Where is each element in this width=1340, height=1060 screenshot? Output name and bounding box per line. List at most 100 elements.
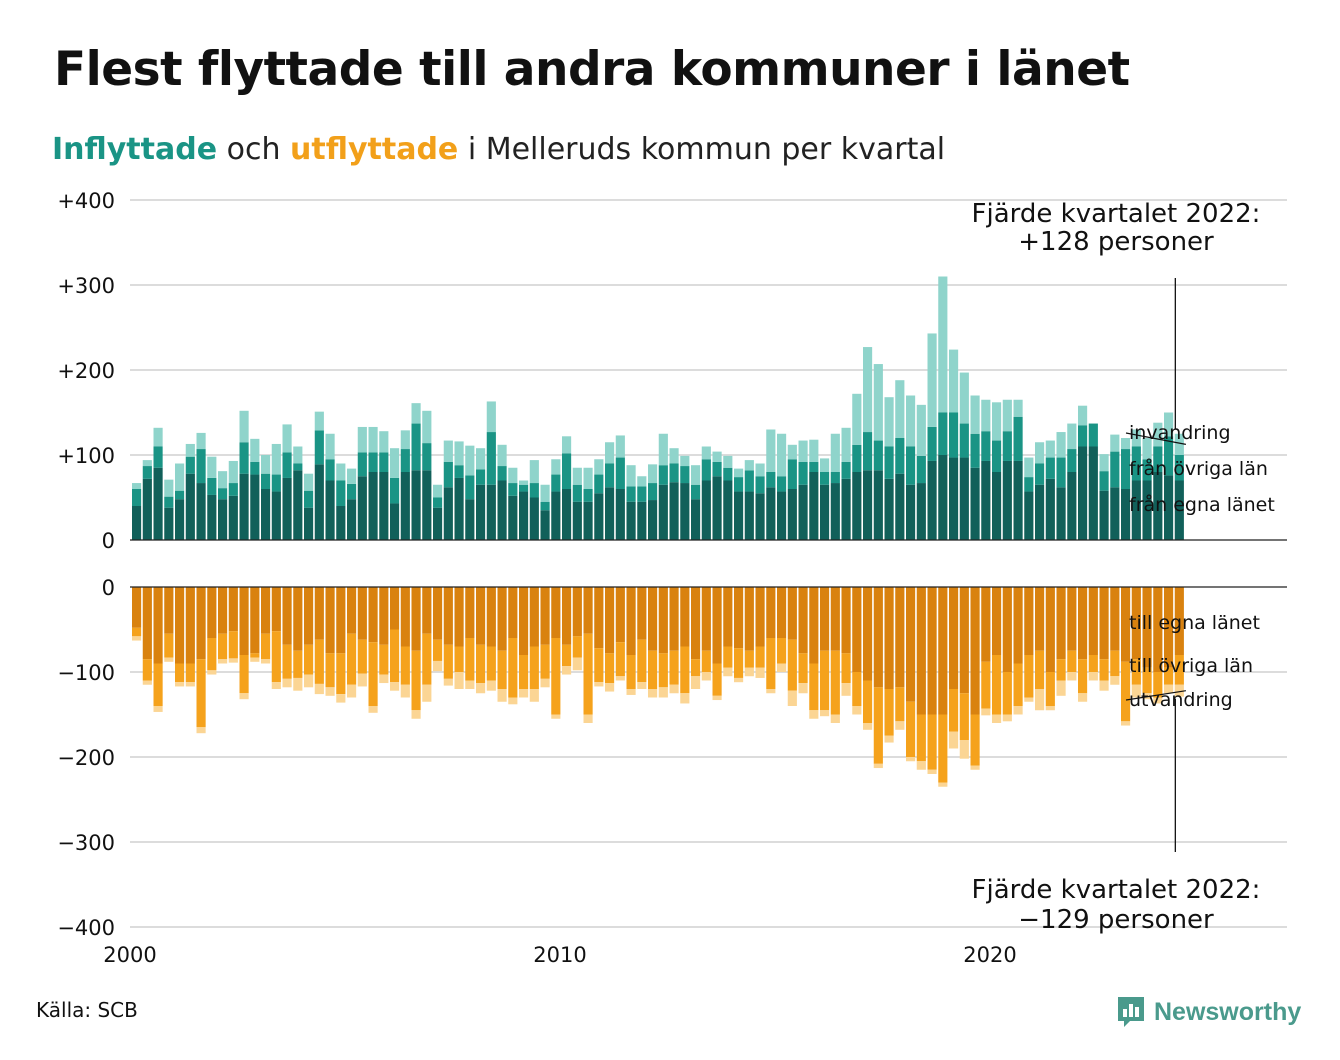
inflow-bar-segment — [454, 465, 464, 478]
outflow-bar-segment — [884, 735, 894, 743]
top-y-tick-label: 0 — [102, 529, 115, 553]
inflow-bar-segment — [357, 426, 367, 453]
inflow-bar-segment — [981, 460, 991, 540]
inflow-bar-segment — [529, 497, 539, 540]
outflow-bar-segment — [755, 587, 765, 647]
outflow-bar-segment — [884, 587, 894, 689]
inflow-bar-segment — [508, 467, 518, 484]
outflow-bar-segment — [239, 587, 249, 655]
outflow-bar-segment — [368, 587, 378, 643]
inflow-bar-segment — [486, 484, 496, 540]
outflow-bar-segment — [271, 631, 281, 683]
outflow-bar-segment — [1035, 689, 1045, 711]
inflow-bar-segment — [916, 404, 926, 456]
inflow-bar-segment — [153, 446, 163, 468]
inflow-bar-segment — [132, 489, 142, 506]
outflow-bar-segment — [992, 587, 1002, 655]
inflow-bar-segment — [519, 480, 529, 485]
outflow-bar-segment — [250, 587, 260, 654]
inflow-bar-segment — [142, 460, 152, 467]
inflow-bar-segment — [164, 496, 174, 508]
inflow-bar-segment — [218, 488, 228, 500]
outflow-series-label: utvandring — [1129, 689, 1233, 711]
outflow-bar-segment — [830, 714, 840, 723]
outflow-bar-segment — [1078, 659, 1088, 694]
inflow-bar-segment — [744, 460, 754, 471]
outflow-bar-segment — [304, 674, 314, 688]
inflow-bar-segment — [734, 468, 744, 478]
inflow-bar-segment — [497, 480, 507, 540]
outflow-bar-segment — [282, 587, 292, 645]
inflow-bar-segment — [1142, 480, 1152, 540]
inflow-bar-segment — [938, 455, 948, 540]
inflow-bar-segment — [594, 459, 604, 475]
outflow-bar-segment — [841, 653, 851, 684]
outflow-bar-segment — [863, 723, 873, 730]
outflow-bar-segment — [443, 678, 453, 686]
outflow-bar-segment — [325, 687, 335, 696]
outflow-bar-segment — [400, 646, 410, 685]
outflow-bar-segment — [744, 667, 754, 677]
inflow-bar-segment — [196, 432, 206, 450]
inflow-bar-segment — [347, 483, 357, 500]
inflow-bar-segment — [938, 276, 948, 413]
inflow-bar-segment — [809, 439, 819, 462]
inflow-bar-segment — [916, 483, 926, 540]
inflow-bar-segment — [744, 491, 754, 540]
outflow-bar-segment — [1078, 587, 1088, 660]
inflow-bar-segment — [992, 472, 1002, 540]
inflow-bar-segment — [873, 440, 883, 471]
top-y-tick-label: +400 — [57, 189, 115, 213]
inflow-bar-segment — [271, 491, 281, 540]
inflow-bar-segment — [433, 507, 443, 540]
outflow-bar-segment — [766, 689, 776, 694]
inflow-bar-segment — [1110, 487, 1120, 540]
inflow-bar-segment — [895, 473, 905, 540]
outflow-bar-segment — [1174, 587, 1184, 655]
inflow-bar-segment — [873, 470, 883, 540]
outflow-bar-segment — [820, 650, 830, 711]
inflow-bar-segment — [605, 463, 615, 488]
outflow-bar-segment — [562, 587, 572, 645]
subtitle-rest: i Melleruds kommun per kvartal — [467, 132, 946, 167]
inflow-bar-segment — [314, 430, 324, 465]
outflow-bar-segment — [228, 658, 238, 663]
outflow-bar-segment — [540, 587, 550, 645]
outflow-bar-segment — [390, 682, 400, 691]
outflow-bar-segment — [175, 587, 185, 664]
inflow-bar-segment — [347, 499, 357, 540]
outflow-bar-segment — [830, 587, 840, 651]
outflow-bar-segment — [906, 587, 916, 702]
outflow-bar-segment — [820, 587, 830, 651]
outflow-bar-segment — [486, 587, 496, 647]
outflow-bar-segment — [1013, 587, 1023, 664]
outflow-bar-segment — [723, 587, 733, 647]
outflow-bar-segment — [927, 587, 937, 715]
inflow-bar-segment — [691, 499, 701, 540]
inflow-bar-segment — [873, 364, 883, 441]
outflow-bar-segment — [207, 587, 217, 638]
outflow-bar-segment — [218, 587, 228, 634]
outflow-bar-segment — [142, 659, 152, 681]
inflow-bar-segment — [626, 465, 636, 487]
outflow-bar-segment — [347, 633, 357, 685]
inflow-bar-segment — [1067, 449, 1077, 472]
outflow-bar-segment — [809, 587, 819, 664]
inflow-bar-segment — [1121, 449, 1131, 489]
outflow-bar-segment — [701, 650, 711, 672]
outflow-bar-segment — [927, 714, 937, 770]
inflow-bar-segment — [497, 444, 507, 467]
inflow-bar-segment — [906, 395, 916, 447]
inflow-bar-segment — [691, 484, 701, 500]
inflow-bar-segment — [895, 438, 905, 474]
brand-logo[interactable]: Newsworthy — [1116, 992, 1301, 1032]
inflow-bar-segment — [637, 486, 647, 502]
inflow-bar-segment — [250, 461, 260, 475]
outflow-bar-segment — [379, 644, 389, 675]
inflow-bar-segment — [626, 486, 636, 502]
inflow-bar-segment — [615, 457, 625, 489]
inflow-bar-segment — [153, 467, 163, 540]
inflow-bar-segment — [658, 465, 668, 485]
outflow-bar-segment — [551, 638, 561, 715]
